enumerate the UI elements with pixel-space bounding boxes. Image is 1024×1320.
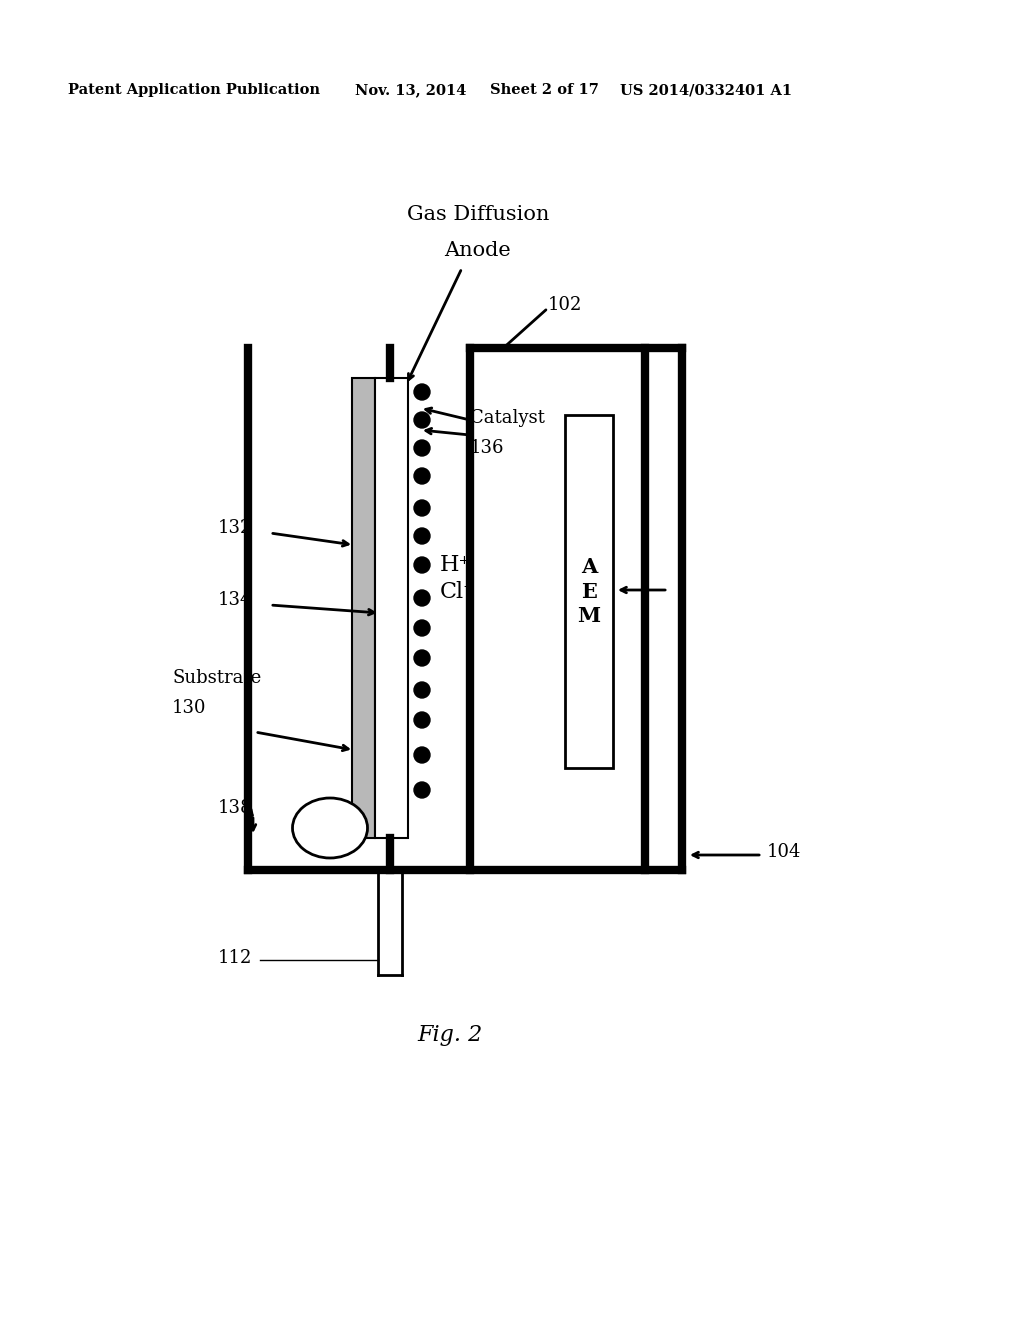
Circle shape: [414, 590, 430, 606]
Text: Anode: Anode: [444, 240, 511, 260]
Text: 130: 130: [172, 700, 207, 717]
Text: Fig. 2: Fig. 2: [418, 1024, 482, 1045]
Text: Catalyst: Catalyst: [470, 409, 545, 426]
Text: H₂: H₂: [313, 816, 346, 840]
Circle shape: [414, 412, 430, 428]
Circle shape: [414, 440, 430, 455]
Circle shape: [414, 500, 430, 516]
Bar: [375, 378, 408, 838]
Text: 102: 102: [548, 296, 583, 314]
Text: Nov. 13, 2014: Nov. 13, 2014: [355, 83, 466, 96]
Text: 112: 112: [218, 949, 252, 968]
Text: 134: 134: [218, 591, 252, 609]
Text: Cl⁻: Cl⁻: [440, 581, 476, 603]
Circle shape: [414, 649, 430, 667]
Text: 136: 136: [470, 440, 505, 457]
Text: A
E
M: A E M: [578, 557, 600, 626]
Bar: [352, 378, 375, 838]
Text: Substrate: Substrate: [172, 669, 261, 686]
Text: Gas Diffusion: Gas Diffusion: [407, 206, 549, 224]
Circle shape: [414, 747, 430, 763]
Text: Patent Application Publication: Patent Application Publication: [68, 83, 319, 96]
Text: H⁺: H⁺: [440, 554, 471, 576]
Circle shape: [414, 682, 430, 698]
Text: Sheet 2 of 17: Sheet 2 of 17: [490, 83, 599, 96]
Bar: [565, 414, 613, 768]
Text: US 2014/0332401 A1: US 2014/0332401 A1: [620, 83, 793, 96]
Circle shape: [414, 469, 430, 484]
Circle shape: [414, 557, 430, 573]
Circle shape: [414, 781, 430, 799]
Circle shape: [414, 620, 430, 636]
Text: 104: 104: [767, 843, 802, 861]
Circle shape: [414, 528, 430, 544]
Text: 132: 132: [218, 519, 252, 537]
Text: 138: 138: [218, 799, 253, 817]
Ellipse shape: [293, 799, 368, 858]
Circle shape: [414, 711, 430, 729]
Circle shape: [414, 384, 430, 400]
